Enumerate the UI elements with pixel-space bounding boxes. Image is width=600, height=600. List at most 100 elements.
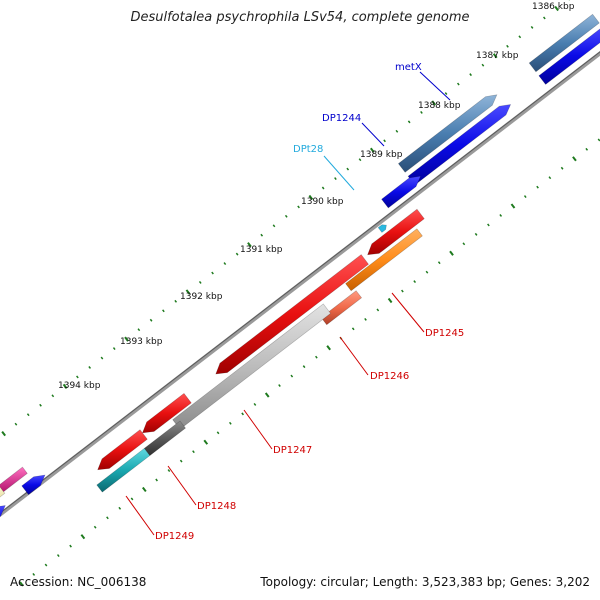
cds-DP1245-red[interactable] — [367, 208, 425, 256]
tick-mark — [203, 439, 209, 445]
tick-mark — [585, 147, 589, 151]
tick-mark — [407, 120, 411, 124]
tick-mark — [1, 431, 6, 437]
kbp-label: 1386 kbp — [532, 2, 575, 12]
tick-mark — [302, 365, 306, 369]
genome-summary-text: Topology: circular; Length: 3,523,383 bp… — [260, 575, 590, 589]
tick-mark — [80, 534, 86, 540]
cds-metX-steel[interactable] — [397, 94, 498, 173]
tick-mark — [185, 289, 191, 295]
tick-mark — [431, 100, 437, 106]
tick-mark — [39, 403, 42, 407]
cds-DP1247-red[interactable] — [215, 254, 369, 375]
tick-mark — [174, 299, 178, 303]
tick-mark — [62, 383, 68, 389]
tick-mark — [395, 129, 399, 133]
tick-mark — [401, 289, 404, 293]
tick-mark — [346, 167, 350, 171]
tick-mark — [369, 147, 375, 153]
cds-DP-blue-top-a[interactable] — [528, 13, 600, 73]
tick-mark — [518, 35, 522, 39]
gene-label-DP1246[interactable]: DP1246 — [370, 371, 409, 382]
cds-DP1244-blue[interactable] — [381, 175, 422, 209]
kbp-label: 1387 kbp — [476, 51, 519, 61]
tick-mark — [76, 375, 79, 379]
tick-mark — [142, 486, 147, 493]
tick-mark — [272, 224, 276, 228]
gene-label-DP1248[interactable]: DP1248 — [197, 501, 236, 512]
tick-mark — [162, 309, 165, 313]
tick-mark — [351, 327, 355, 331]
tick-mark — [321, 186, 325, 190]
trna-DPt28[interactable] — [377, 224, 387, 233]
tick-mark — [462, 242, 466, 246]
tick-mark — [149, 318, 153, 322]
kbp-label: 1394 kbp — [58, 381, 101, 391]
gene-label-DP1249[interactable]: DP1249 — [155, 531, 194, 542]
tick-mark — [106, 516, 109, 520]
kbp-label: 1393 kbp — [120, 337, 163, 347]
tick-mark — [469, 73, 472, 77]
tick-mark — [112, 347, 116, 351]
gene-features — [0, 13, 600, 532]
tick-mark — [315, 355, 318, 359]
tick-mark — [326, 345, 331, 351]
map-title: Desulfotalea psychrophila LSv54, complet… — [130, 10, 470, 25]
tick-mark — [492, 53, 498, 59]
tick-mark — [376, 308, 380, 312]
gene-labels: metX DP1244 DPt28 DP1245 DP1246 DP1247 D… — [155, 62, 464, 542]
cds-DP1249-teal[interactable] — [96, 447, 151, 493]
tick-mark — [572, 156, 577, 162]
tick-mark — [216, 431, 220, 435]
tick-mark — [278, 384, 281, 387]
cds-left-pink[interactable] — [0, 466, 28, 494]
gene-label-DP1247[interactable]: DP1247 — [273, 445, 312, 456]
tick-mark — [118, 506, 122, 510]
tick-mark — [510, 203, 516, 209]
tick-mark — [260, 233, 264, 237]
tick-mark — [387, 297, 393, 304]
cds-DP1248-red[interactable] — [142, 392, 192, 434]
cds-DP1249-red[interactable] — [97, 429, 148, 471]
kbp-label: 1389 kbp — [360, 150, 403, 160]
tick-mark — [542, 16, 546, 20]
tick-mark — [264, 392, 270, 398]
tick-mark — [474, 232, 478, 236]
cds-left-blue-b[interactable] — [21, 474, 46, 496]
tick-mark — [253, 402, 257, 406]
tick-mark — [560, 166, 564, 170]
tick-mark — [93, 525, 97, 529]
cds-left-yellow[interactable] — [0, 484, 6, 519]
gene-label-DP1244[interactable]: DP1244 — [322, 113, 361, 124]
tick-mark — [179, 459, 183, 463]
cds-DP1246-salmon[interactable] — [320, 290, 363, 326]
tick-mark — [100, 356, 104, 360]
cds-DP1245-orange[interactable] — [345, 228, 423, 292]
tick-mark — [51, 394, 55, 398]
kbp-label: 1392 kbp — [180, 292, 223, 302]
tick-mark — [32, 573, 36, 576]
tick-mark — [124, 336, 129, 342]
tick-mark — [554, 5, 559, 12]
tick-mark — [358, 158, 362, 162]
tick-mark — [383, 139, 386, 143]
tick-mark — [420, 110, 423, 114]
tick-mark — [444, 92, 448, 95]
tick-mark — [290, 374, 294, 378]
tick-mark — [548, 176, 552, 180]
tick-mark — [192, 450, 195, 454]
gene-label-DP1245[interactable]: DP1245 — [425, 328, 464, 339]
tick-mark — [487, 223, 490, 227]
gene-label-metX[interactable]: metX — [395, 62, 422, 73]
gene-label-DPt28[interactable]: DPt28 — [293, 144, 323, 155]
kbp-label: 1390 kbp — [301, 197, 344, 207]
tick-mark — [364, 317, 367, 321]
cds-left-blue-a[interactable] — [0, 505, 6, 532]
tick-mark — [437, 261, 441, 265]
tick-mark — [44, 563, 48, 567]
cds-DP-blue-top-b[interactable] — [538, 27, 600, 85]
tick-mark — [228, 421, 232, 425]
tick-mark — [481, 63, 485, 67]
tick-mark — [523, 195, 527, 199]
tick-mark — [88, 366, 92, 369]
